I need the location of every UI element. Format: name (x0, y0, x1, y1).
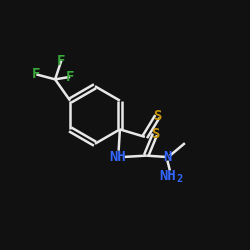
Text: S: S (153, 109, 162, 123)
Text: S: S (151, 128, 159, 141)
Text: F: F (66, 70, 74, 84)
Text: F: F (32, 67, 40, 82)
Text: 2: 2 (176, 174, 182, 184)
Text: NH: NH (159, 168, 176, 182)
Text: N: N (163, 150, 172, 164)
Text: NH: NH (109, 150, 126, 164)
Text: F: F (57, 54, 66, 68)
